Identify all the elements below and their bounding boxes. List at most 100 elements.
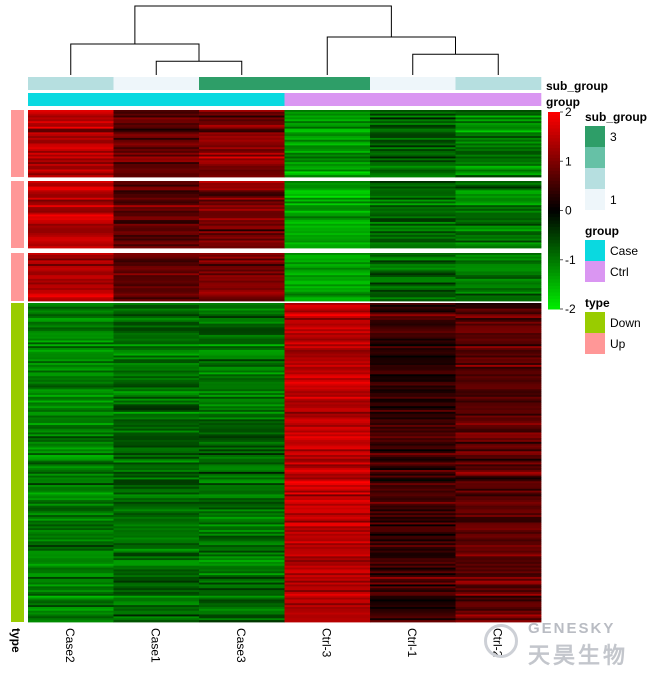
heatmap-cell [199, 378, 285, 381]
heatmap-cell [113, 447, 200, 450]
heatmap-cell [113, 128, 200, 131]
heatmap-cell [455, 329, 542, 332]
heatmap-cell [28, 468, 114, 471]
heatmap-cell [284, 286, 371, 289]
heatmap-body [28, 110, 542, 623]
heatmap-cell [113, 333, 200, 336]
heatmap-cell [455, 275, 542, 278]
heatmap-cell [284, 240, 371, 243]
heatmap-cell [28, 421, 114, 424]
heatmap-cell [113, 269, 200, 272]
group-annotation-label: group [546, 95, 580, 109]
heatmap-cell [199, 238, 285, 241]
heatmap-cell [455, 137, 542, 141]
heatmap-cell [28, 124, 114, 128]
heatmap-cell [455, 229, 542, 232]
heatmap-cell [28, 303, 114, 306]
heatmap-cell [199, 150, 285, 154]
heatmap-cell [28, 419, 114, 422]
heatmap-cell [199, 370, 285, 373]
heatmap-cell [199, 434, 285, 437]
heatmap-cell [113, 389, 200, 392]
heatmap-cell [370, 567, 456, 570]
heatmap-cell [284, 304, 371, 308]
heatmap-cell [28, 556, 114, 559]
heatmap-cell [28, 543, 114, 546]
heatmap-cell [113, 344, 200, 347]
heatmap-cell [455, 221, 542, 225]
heatmap-cell [455, 346, 542, 349]
heatmap-cell [28, 195, 114, 199]
heatmap-cell [28, 336, 114, 340]
heatmap-cell [455, 603, 542, 606]
heatmap-cell [28, 432, 114, 435]
heatmap-cell [455, 580, 542, 583]
heatmap-cell [113, 220, 200, 223]
heatmap-cell [284, 443, 371, 447]
heatmap-cell [113, 278, 200, 282]
heatmap-cell [199, 451, 285, 454]
heatmap-cell [113, 616, 200, 619]
heatmap-cell [370, 421, 456, 424]
heatmap-cell [455, 124, 542, 128]
heatmap-cell [28, 363, 114, 366]
heatmap-cell [199, 588, 285, 591]
heatmap-cell [28, 458, 114, 462]
heatmap-cell [113, 186, 200, 189]
color-scale-step [548, 286, 560, 290]
sub-group-annotation-label: sub_group [546, 79, 608, 93]
heatmap-cell [199, 565, 285, 568]
heatmap-cell [370, 167, 456, 170]
heatmap-cell [284, 383, 371, 386]
heatmap-cell [113, 244, 200, 247]
heatmap-cell [199, 344, 285, 347]
heatmap-cell [284, 409, 371, 413]
heatmap-cell [113, 258, 200, 261]
color-scale-step [548, 134, 560, 139]
heatmap-cell [370, 603, 456, 606]
heatmap-cell [113, 586, 200, 589]
heatmap-cell [28, 498, 114, 501]
heatmap-cell [113, 351, 200, 355]
heatmap-cell [370, 181, 456, 184]
heatmap-cell [455, 454, 542, 458]
heatmap-cell [284, 152, 371, 156]
heatmap-cell [28, 173, 114, 176]
color-scale-step [548, 263, 560, 267]
heatmap-cell [370, 468, 456, 471]
heatmap-cell [199, 541, 285, 544]
heatmap-cell [28, 391, 114, 394]
heatmap-cell [28, 548, 114, 552]
heatmap-cell [370, 342, 456, 345]
heatmap-cell [113, 573, 200, 576]
heatmap-cell [370, 323, 456, 326]
heatmap-cell [284, 374, 371, 377]
heatmap-cell [28, 614, 114, 617]
color-scale-step [548, 161, 560, 166]
heatmap-cell [370, 162, 456, 165]
heatmap-cell [113, 496, 200, 499]
heatmap-cell [370, 456, 456, 460]
heatmap-cell [370, 299, 456, 302]
heatmap-cell [455, 361, 542, 364]
heatmap-cell [455, 271, 542, 274]
heatmap-cell [455, 136, 542, 139]
heatmap-cell [199, 507, 285, 510]
heatmap-cell [113, 541, 200, 544]
heatmap-cell [113, 184, 200, 187]
heatmap-cell [455, 121, 542, 124]
heatmap-cell [113, 580, 200, 583]
heatmap-cell [28, 342, 114, 345]
heatmap-cell [113, 208, 200, 212]
heatmap-cell [284, 524, 371, 527]
heatmap-cell [370, 197, 456, 201]
heatmap-cell [455, 518, 542, 522]
heatmap-cell [113, 372, 200, 375]
heatmap-cell [113, 588, 200, 591]
heatmap-cell [284, 545, 371, 548]
heatmap-cell [370, 364, 456, 368]
heatmap-cell [370, 475, 456, 478]
color-scale-step [548, 148, 560, 152]
heatmap-cell [28, 379, 114, 383]
heatmap-cell [28, 327, 114, 330]
